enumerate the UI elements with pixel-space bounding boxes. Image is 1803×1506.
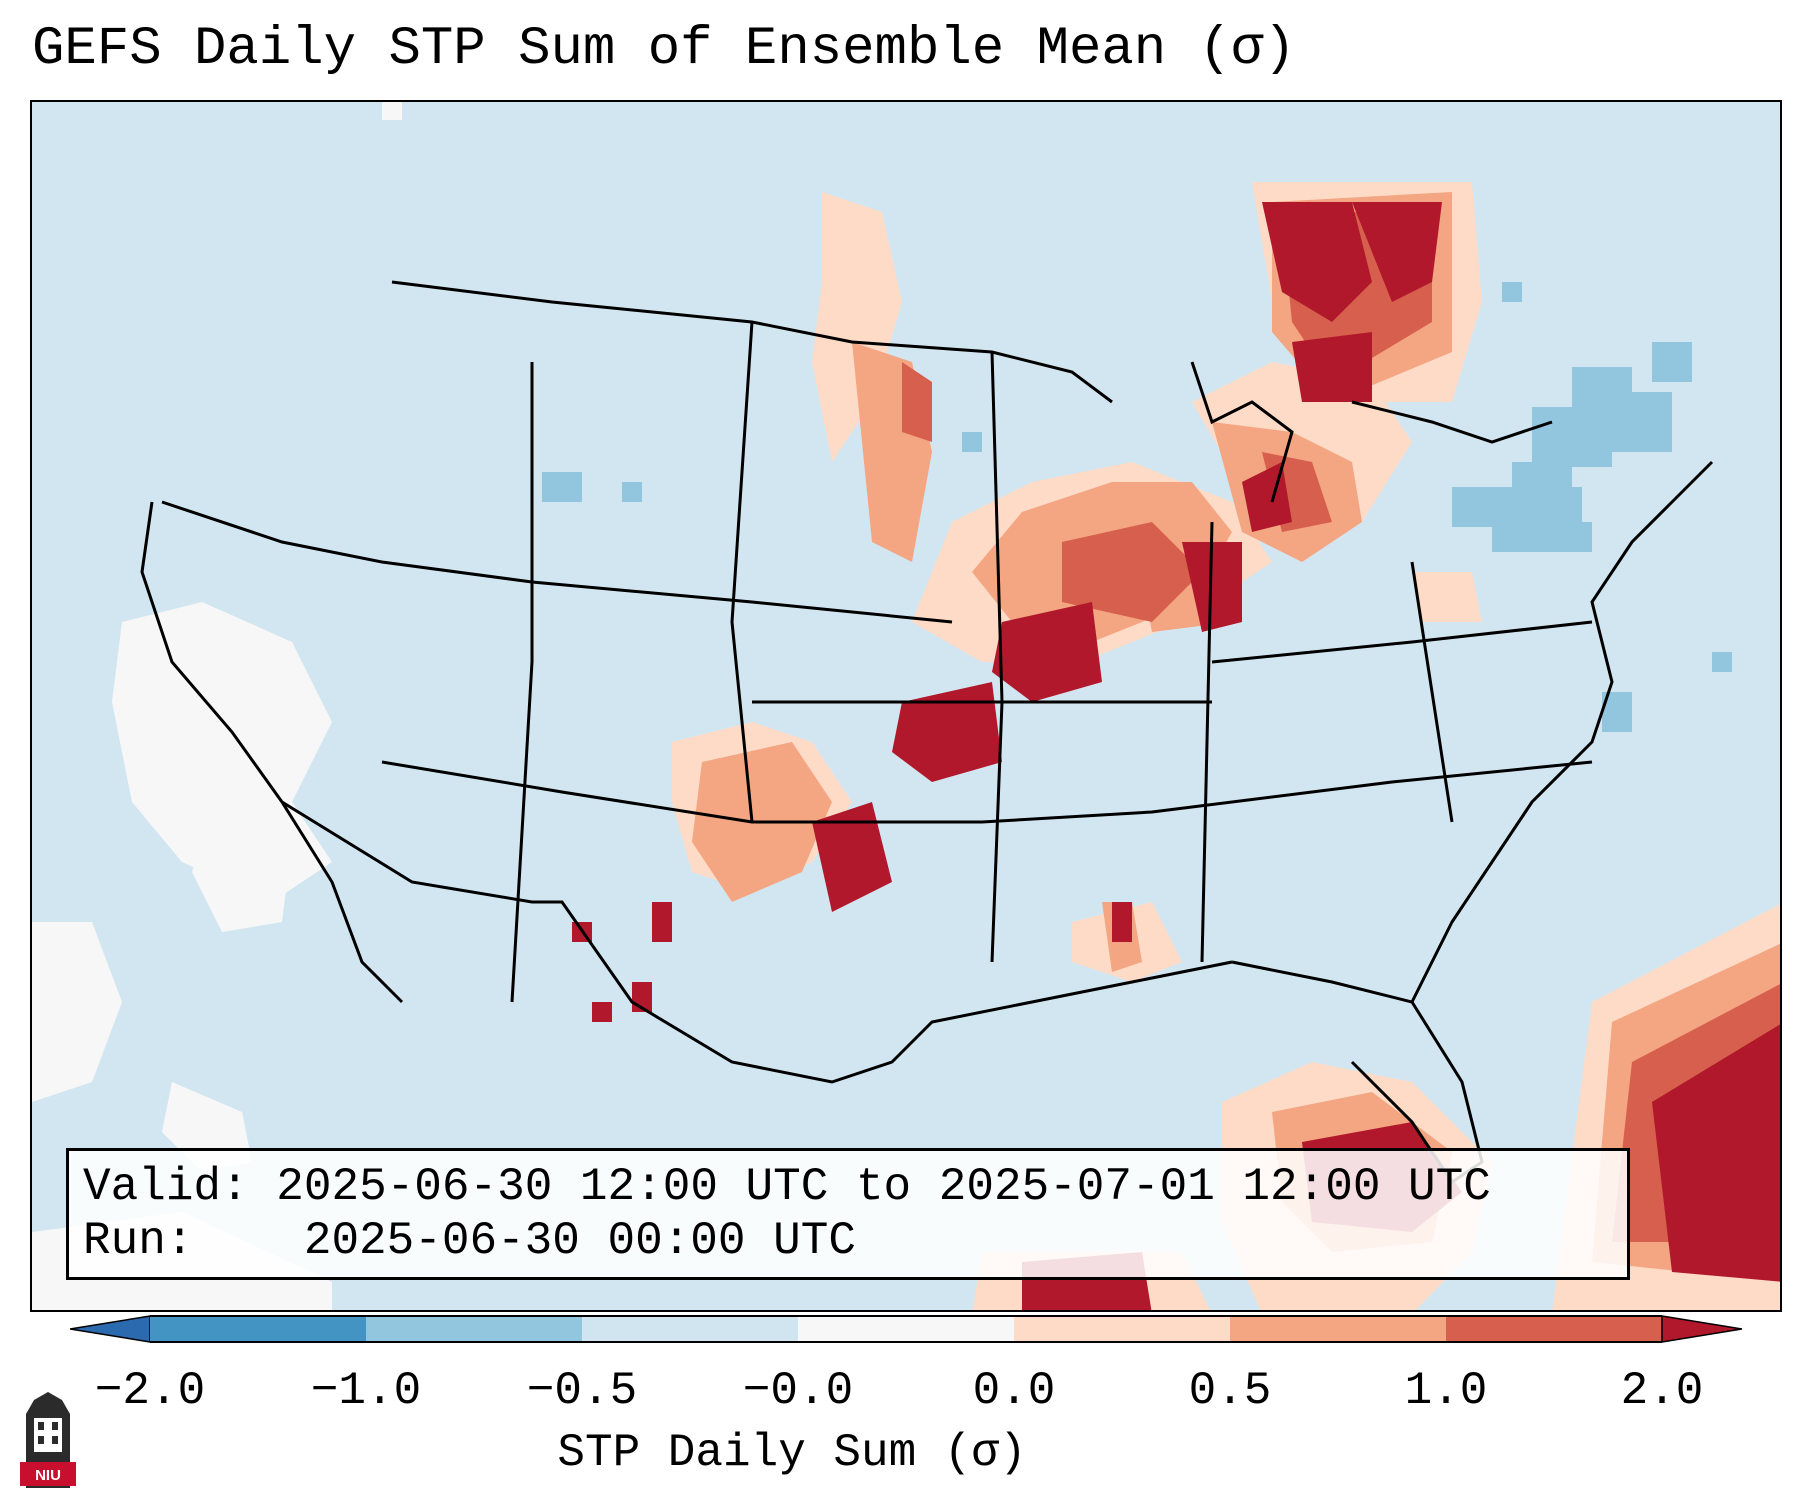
state-line-4 bbox=[730, 321, 754, 823]
state-line-6 bbox=[1200, 521, 1214, 963]
colorbar-extend-high bbox=[1661, 1315, 1742, 1343]
state-line-3 bbox=[510, 362, 534, 1003]
colorbar-segment bbox=[150, 1316, 366, 1342]
colorbar-tick-label: 1.0 bbox=[1404, 1365, 1488, 1417]
lake-ontario-shore bbox=[1351, 400, 1553, 444]
map-panel bbox=[30, 100, 1782, 1312]
florida-coast bbox=[1231, 960, 1484, 1185]
map-title: GEFS Daily STP Sum of Ensemble Mean (σ) bbox=[32, 19, 1296, 80]
logo-text: NIU bbox=[35, 1467, 61, 1484]
us-mexico-gulf-border bbox=[281, 800, 1233, 1084]
colorbar-segment bbox=[1230, 1316, 1446, 1342]
colorbar-tick-label: 0.5 bbox=[1188, 1365, 1272, 1417]
us-canada-border bbox=[391, 280, 1113, 404]
state-line-1 bbox=[161, 500, 953, 624]
colorbar bbox=[70, 1315, 1742, 1343]
run-line: Run: 2025-06-30 00:00 UTC bbox=[83, 1214, 1613, 1268]
pixel bbox=[382, 102, 402, 120]
run-label: Run: bbox=[83, 1215, 194, 1267]
positive-anomaly-extreme-cells bbox=[572, 202, 1780, 1310]
colorbar-tick-label: −0.0 bbox=[742, 1365, 854, 1417]
colorbar-segment bbox=[1446, 1316, 1662, 1342]
colorbar-tick-label: 0.0 bbox=[972, 1365, 1056, 1417]
colorbar-label: STP Daily Sum (σ) bbox=[557, 1427, 1027, 1479]
run-value: 2025-06-30 00:00 UTC bbox=[303, 1215, 856, 1267]
west-coast bbox=[140, 501, 404, 1004]
colorbar-segment bbox=[798, 1316, 1014, 1342]
colorbar-extend-low bbox=[70, 1315, 151, 1343]
stp-anomaly-map bbox=[32, 102, 1780, 1310]
valid-line: Valid: 2025-06-30 12:00 UTC to 2025-07-0… bbox=[83, 1160, 1613, 1214]
negative-anomaly-cells bbox=[542, 282, 1732, 732]
colorbar-segment bbox=[366, 1316, 582, 1342]
colorbar-segment bbox=[582, 1316, 798, 1342]
state-line-7 bbox=[1410, 561, 1454, 823]
colorbar-tick-label: −0.5 bbox=[526, 1365, 638, 1417]
university-tower-icon: NIU bbox=[20, 1392, 76, 1488]
valid-value: 2025-06-30 12:00 UTC to 2025-07-01 12:00… bbox=[276, 1161, 1491, 1213]
run-info-box: Valid: 2025-06-30 12:00 UTC to 2025-07-0… bbox=[66, 1148, 1630, 1280]
colorbar-segment bbox=[1014, 1316, 1230, 1342]
state-line-2 bbox=[381, 760, 1593, 824]
state-line-9 bbox=[1211, 620, 1593, 664]
colorbar-tick-label: −2.0 bbox=[94, 1365, 206, 1417]
colorbar-tick-label: −1.0 bbox=[310, 1365, 422, 1417]
boundary-lines bbox=[140, 280, 1714, 1185]
valid-label: Valid: bbox=[83, 1161, 249, 1213]
colorbar-tick-label: 2.0 bbox=[1620, 1365, 1704, 1417]
great-lakes-shore bbox=[1190, 361, 1294, 503]
atlantic-coast bbox=[1410, 460, 1714, 1003]
